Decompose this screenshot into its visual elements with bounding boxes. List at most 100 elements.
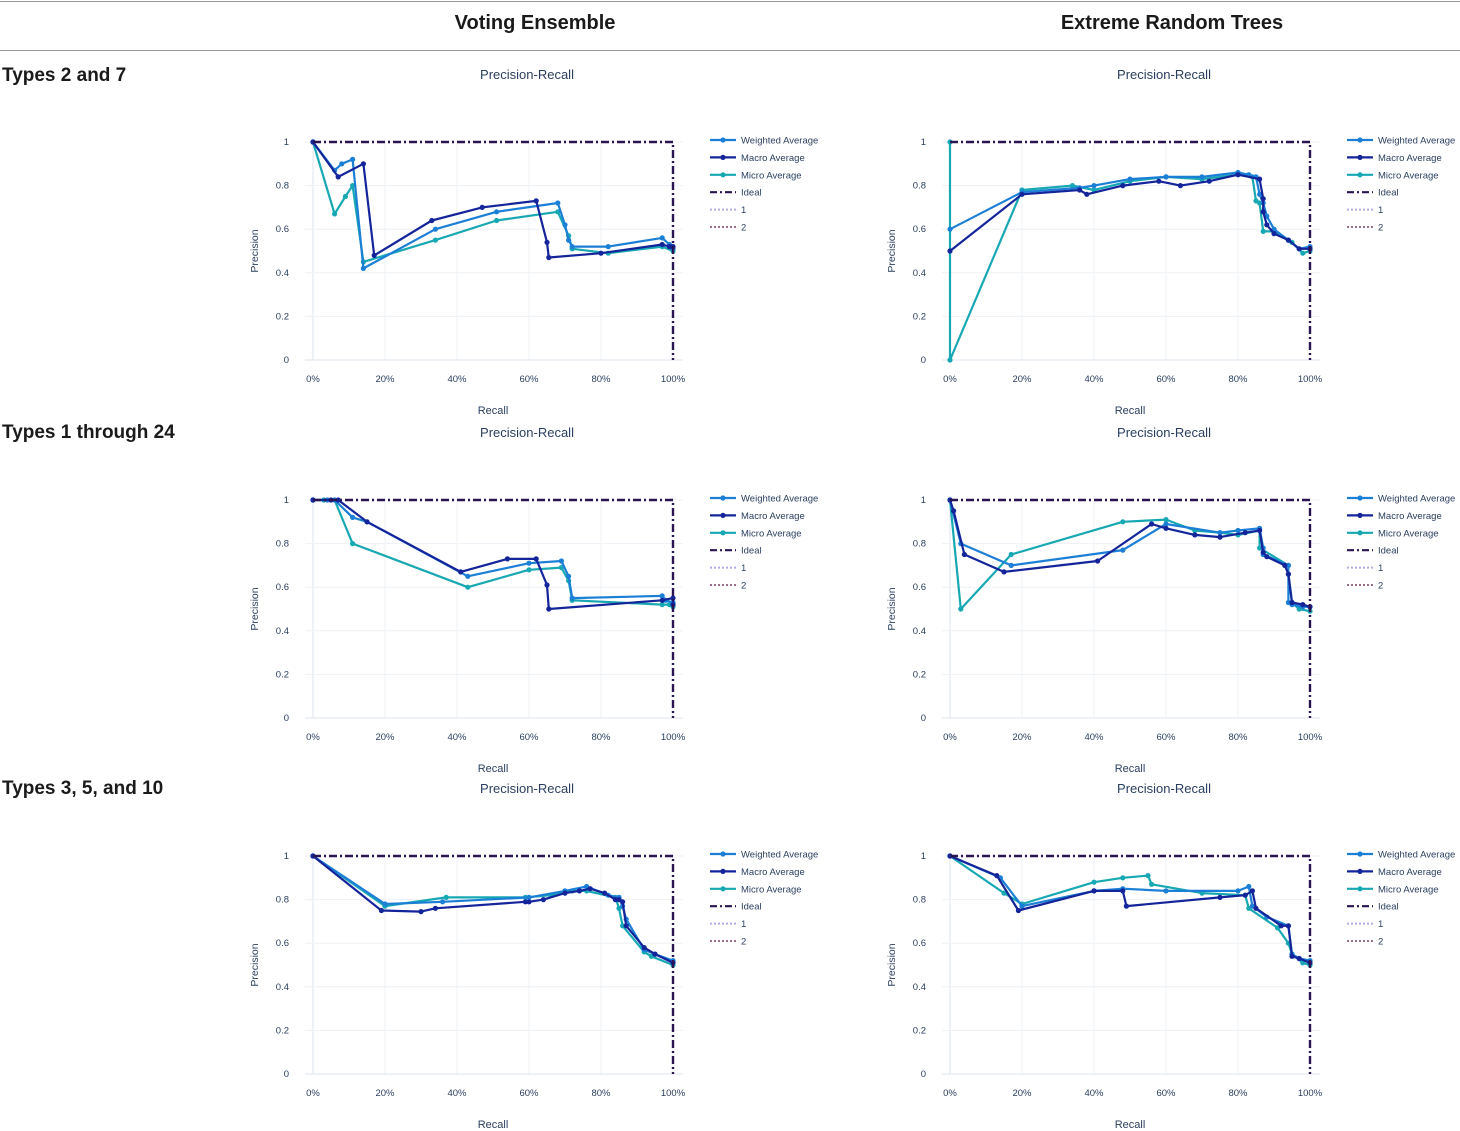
data-point-micro-average <box>1149 881 1155 887</box>
x-tick-label: 80% <box>1228 374 1248 385</box>
data-point-macro-average <box>1206 178 1212 184</box>
y-tick-label: 1 <box>284 495 289 506</box>
legend-label-2: 2 <box>1378 581 1383 592</box>
legend-label-weighted-average: Weighted Average <box>741 494 818 505</box>
data-point-macro-average <box>1242 892 1248 898</box>
legend-label-weighted-average: Weighted Average <box>1378 850 1455 861</box>
y-tick-label: 0.2 <box>913 1025 926 1036</box>
data-point-weighted-average <box>1163 521 1169 527</box>
y-tick-label: 0.2 <box>276 1025 289 1036</box>
column-header-extreme-random-trees: Extreme Random Trees <box>1060 12 1284 34</box>
legend-marker-micro-average <box>720 530 726 536</box>
data-point-macro-average <box>360 161 366 167</box>
data-point-micro-average <box>443 894 449 900</box>
data-point-weighted-average <box>1019 903 1025 909</box>
legend-label-1: 1 <box>1378 205 1383 216</box>
x-tick-label: 20% <box>1012 1088 1032 1099</box>
y-tick-label: 0.2 <box>276 669 289 680</box>
x-tick-label: 60% <box>519 732 539 743</box>
y-tick-label: 0.8 <box>276 895 289 906</box>
data-point-macro-average <box>1217 534 1223 540</box>
data-point-micro-average <box>342 193 348 200</box>
data-point-macro-average <box>429 217 435 224</box>
legend-label-1: 1 <box>1378 563 1383 574</box>
data-point-weighted-average <box>1246 883 1252 890</box>
data-point-macro-average <box>1300 602 1306 608</box>
legend-marker-micro-average <box>720 886 726 892</box>
x-tick-label: 0% <box>943 1088 957 1099</box>
data-point-macro-average <box>576 888 582 894</box>
x-tick-label: 0% <box>306 732 320 743</box>
series-line-ideal <box>313 140 675 360</box>
data-point-weighted-average <box>494 209 500 215</box>
legend-label-ideal: Ideal <box>1378 188 1399 199</box>
legend-marker-weighted-average <box>720 137 726 143</box>
data-point-macro-average <box>1260 196 1266 202</box>
legend-label-2: 2 <box>741 581 746 592</box>
legend-marker-macro-average <box>1357 512 1363 518</box>
series-line-ideal <box>950 854 1312 1074</box>
y-tick-label: 0.6 <box>276 582 289 593</box>
data-point-micro-average <box>1120 875 1126 881</box>
x-tick-label: 100% <box>661 732 686 743</box>
legend-marker-micro-average <box>1357 886 1363 892</box>
legend-label-ideal: Ideal <box>1378 546 1399 557</box>
data-point-weighted-average <box>432 226 438 232</box>
data-point-weighted-average <box>350 156 356 162</box>
data-point-macro-average <box>1015 907 1021 914</box>
data-point-macro-average <box>1271 231 1277 237</box>
y-tick-label: 0.4 <box>913 626 926 637</box>
y-axis-title: Precision <box>886 943 898 986</box>
data-point-micro-average <box>350 541 356 547</box>
y-tick-label: 0 <box>921 1069 926 1080</box>
chart-title: Precision-Recall <box>480 781 574 796</box>
data-point-macro-average <box>1177 183 1183 189</box>
x-tick-label: 40% <box>1084 374 1104 385</box>
x-tick-label: 100% <box>1298 732 1323 743</box>
x-tick-label: 20% <box>375 374 395 385</box>
data-point-weighted-average <box>1199 174 1205 180</box>
data-point-weighted-average <box>1217 530 1223 536</box>
data-point-weighted-average <box>440 899 446 905</box>
series-line-ideal <box>950 498 1312 718</box>
y-tick-label: 0.8 <box>913 539 926 550</box>
data-point-macro-average <box>1253 905 1259 911</box>
data-point-weighted-average <box>465 573 471 579</box>
y-tick-label: 0.4 <box>276 268 289 279</box>
legend-label-micro-average: Micro Average <box>741 170 802 181</box>
data-point-weighted-average <box>382 901 388 907</box>
data-point-macro-average <box>652 951 658 957</box>
data-point-weighted-average <box>566 573 572 579</box>
data-point-macro-average <box>432 905 438 911</box>
data-point-weighted-average <box>605 244 611 250</box>
legend-label-weighted-average: Weighted Average <box>741 136 818 147</box>
x-axis-title: Recall <box>478 1119 509 1131</box>
data-point-macro-average <box>335 497 341 503</box>
series-line-micro-average <box>313 498 674 608</box>
series-line-macro-average <box>313 498 675 611</box>
legend-marker-weighted-average <box>1357 137 1363 143</box>
y-tick-label: 0.2 <box>913 311 926 322</box>
data-point-macro-average <box>1289 599 1295 606</box>
legend-marker-weighted-average <box>1357 495 1363 501</box>
data-point-macro-average <box>540 897 546 903</box>
data-point-macro-average <box>1242 530 1248 536</box>
y-tick-label: 1 <box>921 137 926 148</box>
data-point-macro-average <box>546 254 552 261</box>
data-point-weighted-average <box>526 894 532 900</box>
x-axis-title: Recall <box>1115 763 1146 775</box>
x-axis-title: Recall <box>478 405 509 417</box>
legend-marker-weighted-average <box>720 495 726 501</box>
legend-marker-macro-average <box>720 154 726 160</box>
x-tick-label: 20% <box>1012 732 1032 743</box>
data-point-macro-average <box>1217 894 1223 900</box>
y-axis-title: Precision <box>886 229 898 272</box>
series-line-macro-average <box>312 141 673 259</box>
legend-label-weighted-average: Weighted Average <box>1378 136 1455 147</box>
legend-label-2: 2 <box>1378 223 1383 234</box>
y-tick-label: 0.2 <box>276 311 289 322</box>
y-tick-label: 1 <box>921 495 926 506</box>
data-point-macro-average <box>335 174 341 180</box>
data-point-micro-average <box>1001 890 1007 896</box>
data-point-micro-average <box>620 923 626 929</box>
